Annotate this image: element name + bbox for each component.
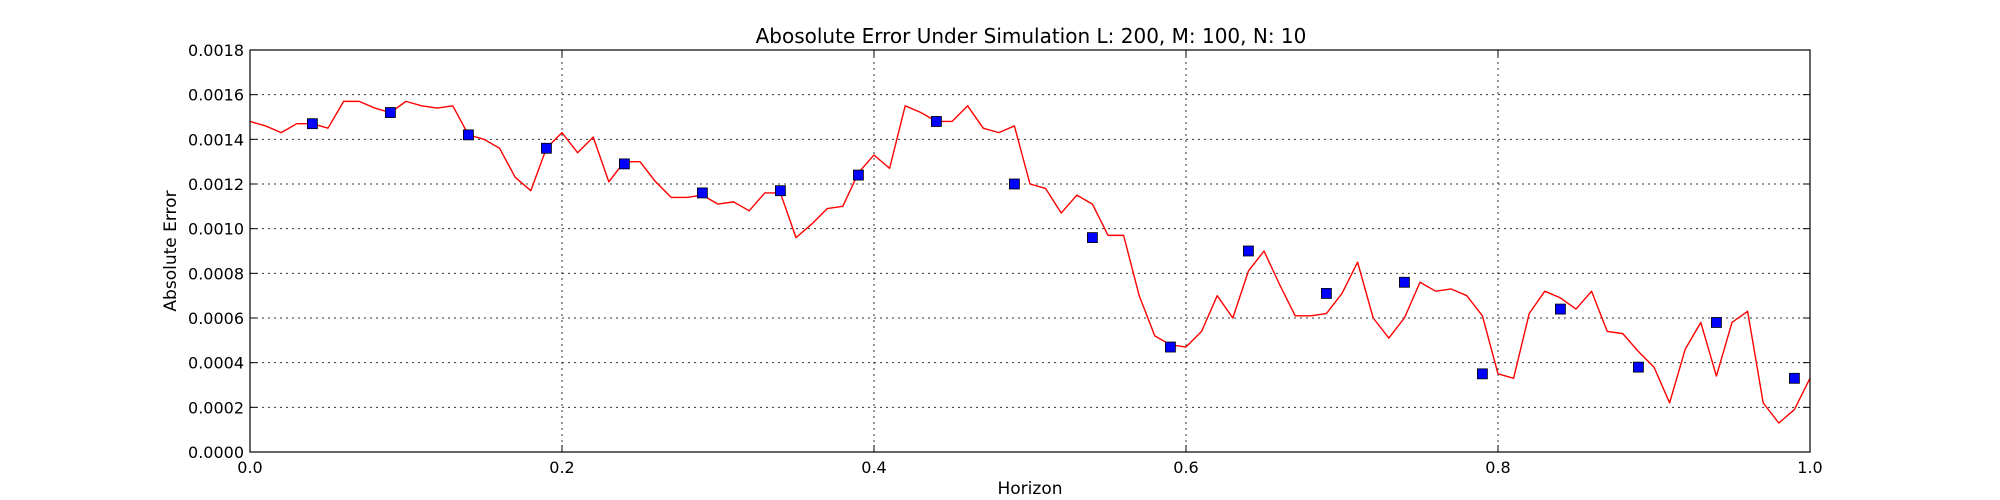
y-tick-label: 0.0004 — [188, 354, 244, 373]
y-tick-label: 0.0006 — [188, 309, 244, 328]
x-axis-label: Horizon — [998, 479, 1063, 499]
series-marker — [853, 169, 864, 181]
series-marker — [1399, 276, 1410, 288]
series-marker — [1009, 178, 1020, 190]
plot-frame — [249, 49, 1811, 453]
series-marker — [1789, 372, 1800, 384]
y-tick-label: 0.0016 — [188, 86, 244, 105]
y-axis-label: Absolute Error — [161, 190, 181, 311]
x-tick-label: 0.2 — [549, 458, 574, 477]
x-tick-label: 1.0 — [1797, 458, 1822, 477]
series-marker — [1321, 288, 1332, 299]
series-marker — [541, 142, 552, 154]
series-marker — [462, 129, 474, 141]
x-tick-label: 0.8 — [1485, 458, 1510, 477]
series-line — [249, 100, 1811, 424]
tick-layer: 0.0 0.2 0.4 0.6 0.8 1.0 0.0000 0.0002 0.0004 0.00… — [188, 41, 1823, 477]
series-marker — [775, 185, 786, 197]
y-tick-label: 0.0000 — [188, 443, 244, 462]
series-marker — [1165, 341, 1176, 353]
y-tick-label: 0.0008 — [188, 264, 244, 283]
data-layer — [249, 100, 1811, 424]
series-marker — [619, 158, 630, 170]
y-tick-label: 0.0014 — [188, 130, 244, 149]
series-marker — [1087, 232, 1098, 244]
series-marker — [931, 116, 942, 127]
series-marker — [384, 107, 396, 118]
x-tick-label: 0.0 — [237, 458, 262, 477]
series-marker — [1711, 317, 1722, 328]
y-tick-label: 0.0002 — [188, 398, 244, 417]
y-tick-label: 0.0012 — [188, 175, 244, 194]
series-marker — [697, 187, 708, 199]
series-marker — [1555, 303, 1566, 315]
grid-layer — [250, 50, 1810, 452]
series-marker — [1243, 245, 1254, 257]
series-marker — [306, 118, 318, 130]
x-tick-label: 0.6 — [1173, 458, 1198, 477]
y-tick-label: 0.0018 — [188, 41, 244, 60]
x-tick-label: 0.4 — [861, 458, 886, 477]
series-marker — [1477, 368, 1488, 380]
y-tick-label: 0.0010 — [188, 220, 244, 239]
series-marker — [1633, 361, 1644, 373]
chart-title: Abosolute Error Under Simulation L: 200,… — [756, 24, 1307, 48]
